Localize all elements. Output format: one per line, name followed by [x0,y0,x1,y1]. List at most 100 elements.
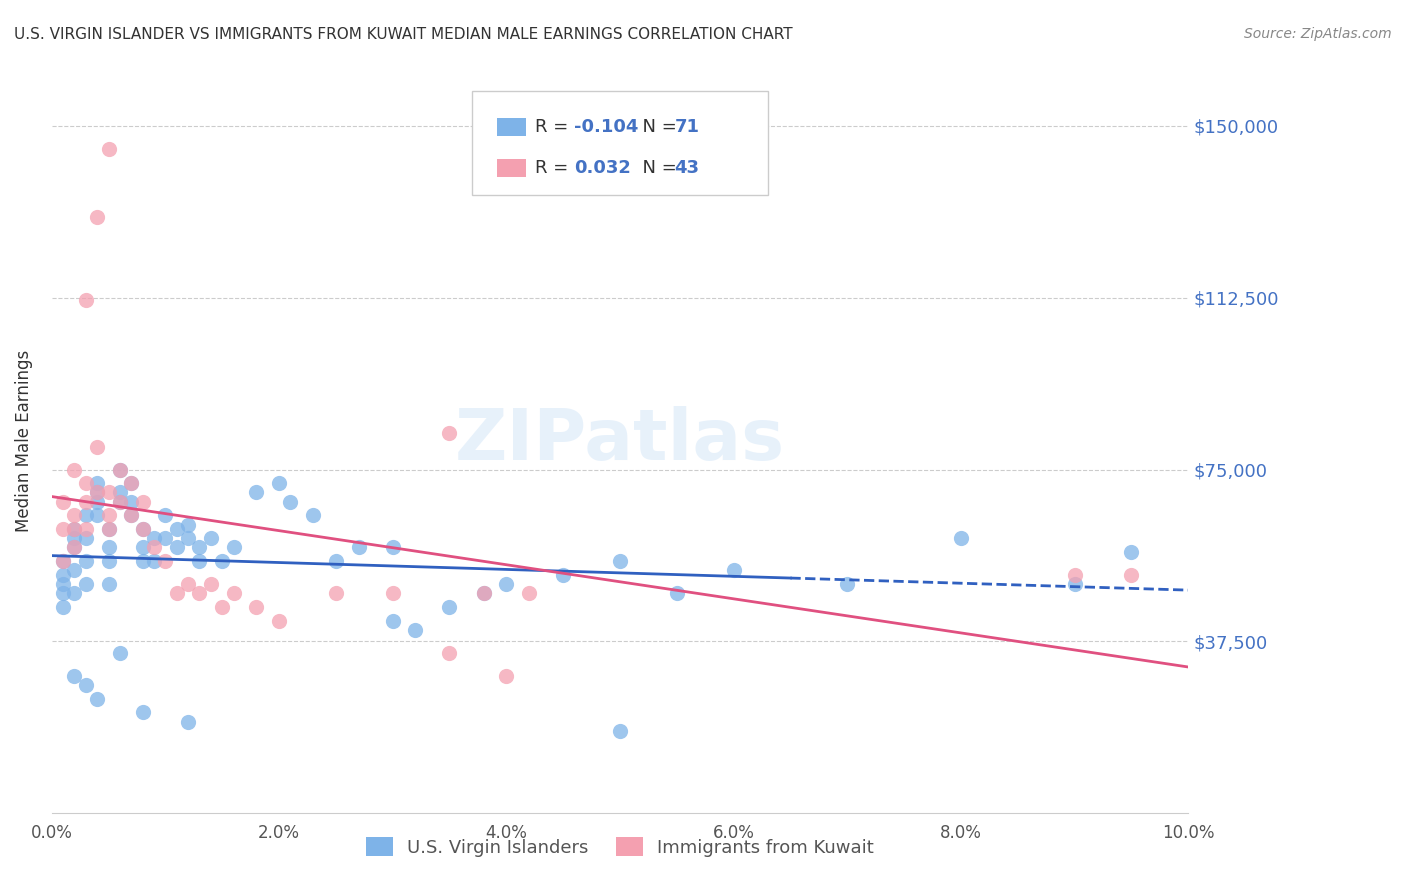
Point [177,517,200,532]
Point [52,522,75,536]
Point [211,554,233,568]
Point [439,646,461,660]
Point [52,600,75,615]
Point [86,440,108,454]
Point [120,508,142,523]
Point [439,425,461,440]
Point [177,714,200,729]
Point [1063,577,1085,591]
Point [166,522,188,536]
Point [325,586,347,600]
Point [131,522,153,536]
Point [108,485,131,500]
Text: U.S. VIRGIN ISLANDER VS IMMIGRANTS FROM KUWAIT MEDIAN MALE EARNINGS CORRELATION : U.S. VIRGIN ISLANDER VS IMMIGRANTS FROM … [14,27,793,42]
Point [200,577,222,591]
Legend: U.S. Virgin Islanders, Immigrants from Kuwait: U.S. Virgin Islanders, Immigrants from K… [359,830,882,863]
Point [108,646,131,660]
Point [86,211,108,225]
Point [1121,568,1143,582]
Point [120,476,142,491]
Point [188,541,211,555]
Point [267,476,290,491]
Point [155,554,177,568]
Point [86,476,108,491]
Point [52,577,75,591]
Point [86,494,108,508]
Point [131,494,153,508]
Point [131,541,153,555]
Point [63,563,86,577]
Point [75,554,97,568]
Point [177,531,200,545]
Point [52,494,75,508]
Point [245,485,267,500]
Text: Source: ZipAtlas.com: Source: ZipAtlas.com [1244,27,1392,41]
Point [75,508,97,523]
Point [517,586,540,600]
Point [63,522,86,536]
Text: R =: R = [534,159,574,177]
Point [131,706,153,720]
Point [108,462,131,476]
Point [97,554,120,568]
Point [1063,568,1085,582]
Point [63,522,86,536]
Point [325,554,347,568]
FancyBboxPatch shape [498,118,526,136]
Point [439,600,461,615]
Point [52,554,75,568]
Point [108,494,131,508]
Point [52,568,75,582]
Point [222,541,245,555]
Text: N =: N = [631,118,683,136]
Text: 71: 71 [675,118,700,136]
Y-axis label: Median Male Earnings: Median Male Earnings [15,350,32,532]
Point [609,554,631,568]
Point [495,577,517,591]
Point [75,678,97,692]
Point [120,476,142,491]
Point [381,586,404,600]
Point [75,293,97,307]
Point [75,577,97,591]
Point [75,522,97,536]
Text: 43: 43 [675,159,700,177]
Point [52,554,75,568]
Point [553,568,575,582]
Point [381,614,404,628]
Point [280,494,302,508]
Text: 0.032: 0.032 [575,159,631,177]
Point [188,586,211,600]
Point [97,541,120,555]
Point [131,522,153,536]
Point [120,508,142,523]
Point [166,586,188,600]
Point [86,485,108,500]
FancyBboxPatch shape [472,91,768,195]
Point [723,563,745,577]
Point [97,522,120,536]
Point [75,494,97,508]
Point [143,541,166,555]
Point [63,541,86,555]
Point [211,600,233,615]
Point [63,508,86,523]
Point [267,614,290,628]
Point [86,691,108,706]
Point [97,522,120,536]
Point [155,508,177,523]
Point [143,554,166,568]
Point [347,541,370,555]
Point [222,586,245,600]
Point [177,577,200,591]
Text: -0.104: -0.104 [575,118,638,136]
Point [495,669,517,683]
Point [381,541,404,555]
Point [143,531,166,545]
Point [63,669,86,683]
Point [75,476,97,491]
Point [108,494,131,508]
Point [97,485,120,500]
Point [166,541,188,555]
Point [609,723,631,738]
